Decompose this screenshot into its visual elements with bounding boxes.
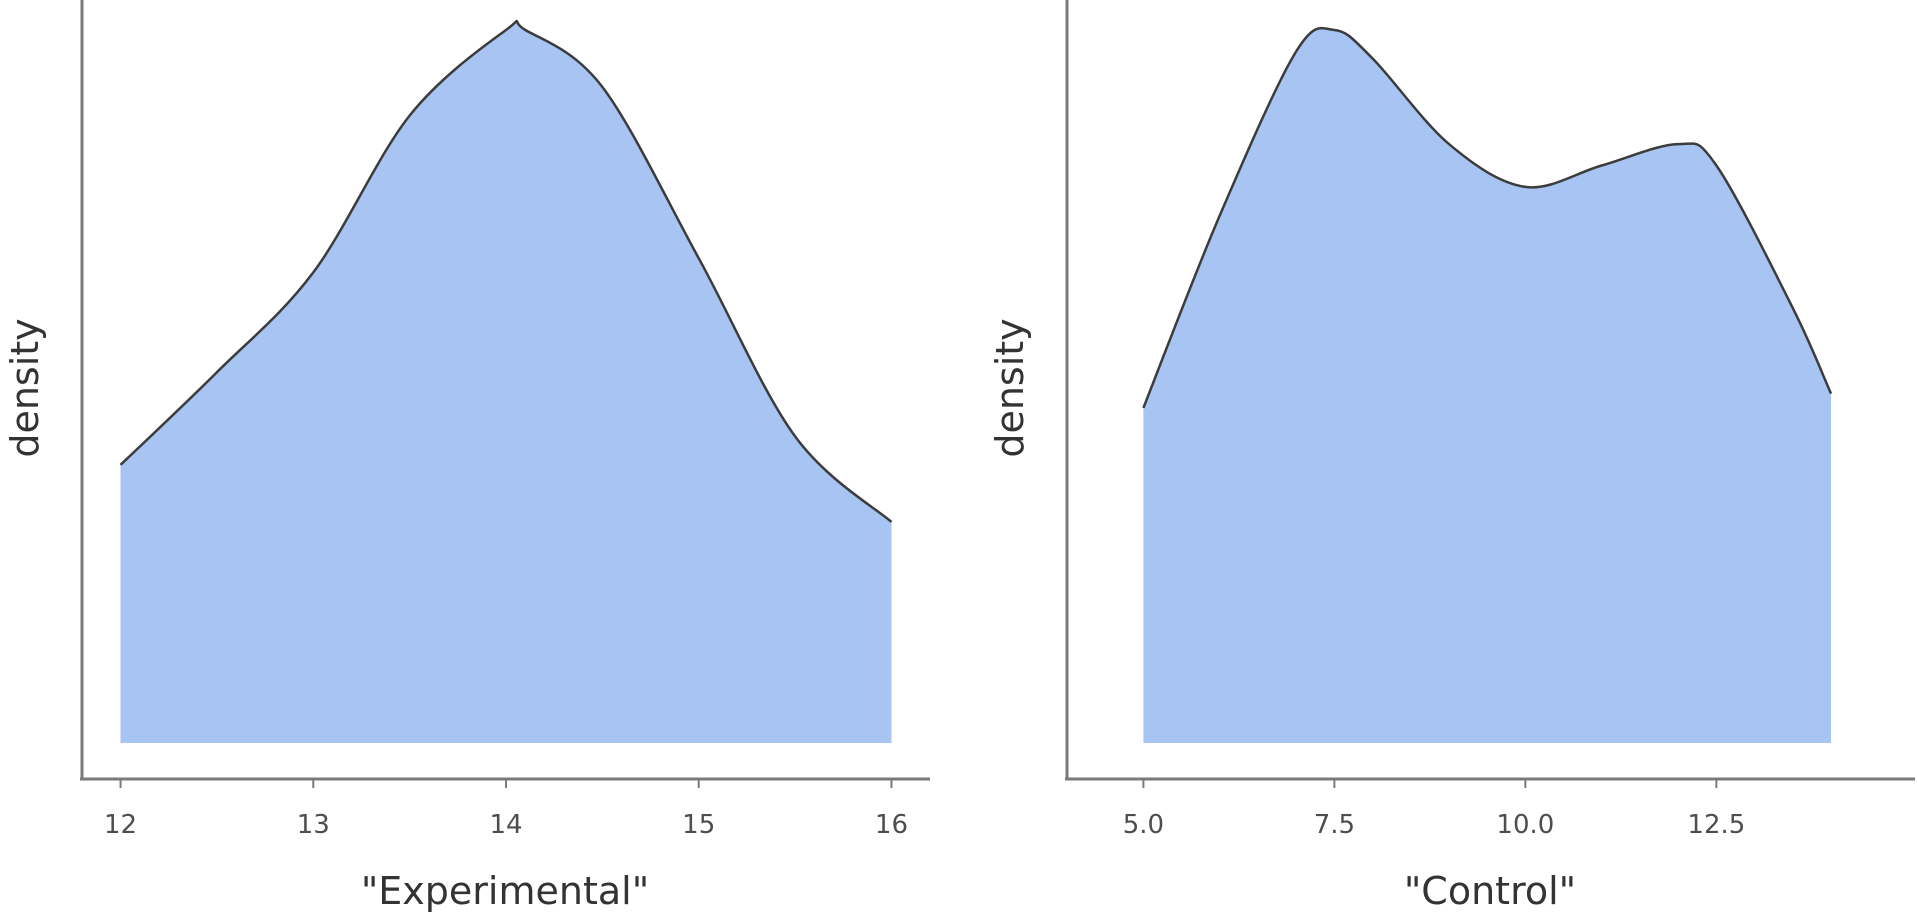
experimental-x-ticks: 12 13 14 15 16	[104, 779, 908, 840]
experimental-y-axis-title: density	[3, 318, 47, 457]
x-tick-label: 13	[297, 810, 330, 840]
control-density-area	[1143, 28, 1831, 744]
x-tick-label: 12	[104, 810, 137, 840]
experimental-density-area	[120, 20, 892, 743]
x-tick-label: 5.0	[1123, 810, 1164, 840]
control-x-ticks: 5.0 7.5 10.0 12.5	[1123, 779, 1745, 840]
control-y-axis-title: density	[988, 318, 1032, 457]
experimental-x-axis-title: "Experimental"	[361, 869, 649, 913]
control-density-curve	[1142, 26, 1833, 409]
experimental-density-curve	[119, 19, 893, 523]
x-tick-label: 10.0	[1496, 810, 1554, 840]
experimental-density-panel: 12 13 14 15 16 "Experimental" density	[3, 0, 930, 913]
x-tick-label: 7.5	[1314, 810, 1355, 840]
control-x-axis-title: "Control"	[1404, 869, 1576, 913]
x-tick-label: 16	[875, 810, 908, 840]
x-tick-label: 15	[682, 810, 715, 840]
control-density-panel: 5.0 7.5 10.0 12.5 "Control" density	[988, 0, 1915, 913]
x-tick-label: 12.5	[1687, 810, 1745, 840]
x-tick-label: 14	[489, 810, 522, 840]
